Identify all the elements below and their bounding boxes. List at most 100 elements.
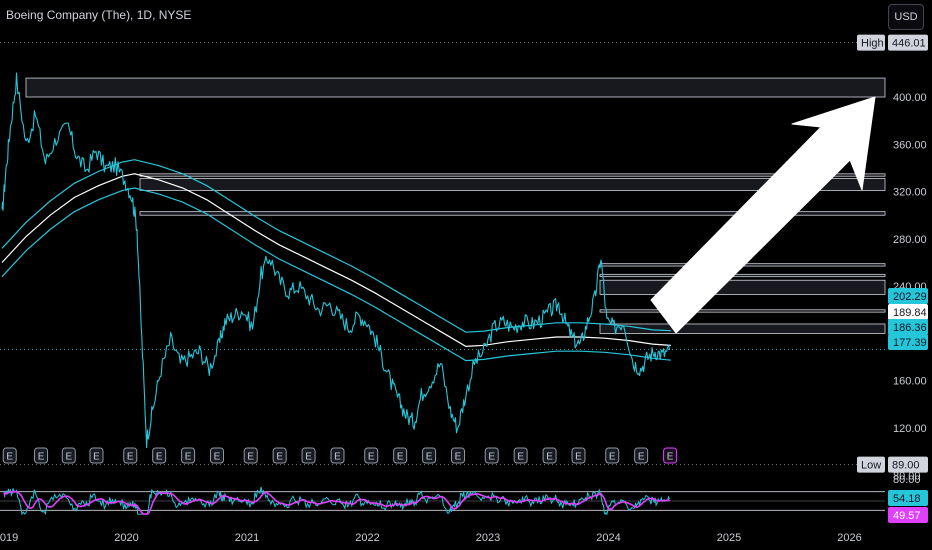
earnings-letter: E [127, 452, 134, 463]
earnings-letter: E [426, 452, 433, 463]
last-value-tag: 186.36 [888, 319, 928, 335]
earnings-marker: E [663, 447, 678, 464]
price-line [1, 72, 671, 449]
earnings-letter: E [397, 452, 404, 463]
y-tick-label: 320.00 [893, 187, 927, 199]
earnings-marker: E [450, 447, 465, 464]
price-zone [139, 211, 886, 216]
price-zone [139, 178, 886, 191]
chart-title: Boeing Company (The), 1D, NYSE [6, 8, 191, 22]
last-value-tag-bg [888, 334, 928, 350]
x-tick-label: 2026 [837, 532, 861, 544]
rsi-ma-line [3, 490, 671, 515]
earnings-letter: E [455, 452, 462, 463]
last-value-tag-text: 189.84 [893, 307, 927, 319]
low-tag-value-bg [888, 456, 928, 473]
earnings-marker: E [393, 447, 408, 464]
last-value-tag-bg [888, 319, 928, 335]
high-tag: High 446.01 [857, 34, 928, 51]
earnings-box [243, 447, 258, 464]
last-value-tag-text: 177.39 [893, 337, 927, 349]
x-tick-label: 2019 [0, 532, 18, 544]
rsi-ma-value-tag: 49.57 [888, 507, 928, 523]
earnings-letter: E [517, 452, 524, 463]
earnings-box [89, 447, 104, 464]
earnings-marker: E [605, 447, 620, 464]
earnings-marker: E [123, 447, 138, 464]
earnings-box [542, 447, 557, 464]
y-tick-label: 400.00 [893, 92, 927, 104]
earnings-box [2, 447, 17, 464]
earnings-marker: E [634, 447, 649, 464]
earnings-letter: E [638, 452, 645, 463]
last-value-tag-bg [888, 288, 928, 304]
earnings-box [330, 447, 345, 464]
earnings-box [571, 447, 586, 464]
earnings-box [209, 447, 224, 464]
earnings-marker: E [243, 447, 258, 464]
earnings-letter: E [334, 452, 341, 463]
earnings-letter: E [305, 452, 312, 463]
y-tick-label: 360.00 [893, 139, 927, 151]
earnings-box [152, 447, 167, 464]
rsi-tick-label: 80.00 [893, 474, 921, 486]
low-tag-label: Low [861, 460, 881, 472]
y-tick-label: 120.00 [893, 423, 927, 435]
rsi-pane [0, 486, 885, 516]
earnings-marker: E [513, 447, 528, 464]
mid-line [1, 173, 671, 348]
earnings-letter: E [6, 452, 13, 463]
last-value-tag: 202.29 [888, 288, 928, 304]
high-tag-label-bg [857, 34, 885, 51]
earnings-letter: E [575, 452, 582, 463]
earnings-box [301, 447, 316, 464]
earnings-marker: E [542, 447, 557, 464]
earnings-letter: E [185, 452, 192, 463]
last-value-tag-text: 186.36 [893, 322, 927, 334]
earnings-letter: E [65, 452, 72, 463]
rsi-value-tag-text: 54.18 [893, 493, 921, 505]
earnings-letter: E [247, 452, 254, 463]
last-value-tag-text: 202.29 [893, 291, 927, 303]
low-tag: Low 89.00 [857, 456, 928, 473]
high-tag-label: High [861, 38, 884, 50]
earnings-box [364, 447, 379, 464]
earnings-box [513, 447, 528, 464]
earnings-box [484, 447, 499, 464]
y-tick-label: 160.00 [893, 376, 927, 388]
currency-button[interactable]: USD [888, 4, 924, 30]
y-tick-label: 80.00 [893, 470, 921, 482]
last-value-tag: 177.39 [888, 334, 928, 350]
earnings-box [272, 447, 287, 464]
earnings-marker: E [2, 447, 17, 464]
earnings-letter: E [609, 452, 616, 463]
y-tick-label: 280.00 [893, 234, 927, 246]
lower-band [1, 187, 671, 362]
earnings-box [123, 447, 138, 464]
price-zone [599, 273, 886, 278]
earnings-marker: E [34, 447, 49, 464]
up-arrow-annotation [650, 96, 876, 334]
earnings-letter: E [488, 452, 495, 463]
earnings-letter: E [667, 452, 674, 463]
earnings-box [422, 447, 437, 464]
last-value-tag: 189.84 [888, 304, 928, 320]
earnings-letter: E [546, 452, 553, 463]
earnings-letter: E [368, 452, 375, 463]
price-zone [599, 279, 886, 295]
axes: 2019 2020 2021 2022 2023 2024 2025 2026 80.00 120… [0, 34, 928, 544]
earnings-marker: E [301, 447, 316, 464]
earnings-letter: E [214, 452, 221, 463]
high-tag-value-bg [888, 34, 928, 51]
rsi-ma-value-tag-bg [888, 507, 928, 523]
x-tick-label: 2020 [114, 532, 138, 544]
x-tick-label: 2021 [235, 532, 259, 544]
earnings-letter: E [38, 452, 45, 463]
price-series [1, 72, 671, 449]
price-zone [599, 309, 886, 313]
earnings-letter: E [93, 452, 100, 463]
earnings-marker: E [571, 447, 586, 464]
earnings-marker: E [364, 447, 379, 464]
